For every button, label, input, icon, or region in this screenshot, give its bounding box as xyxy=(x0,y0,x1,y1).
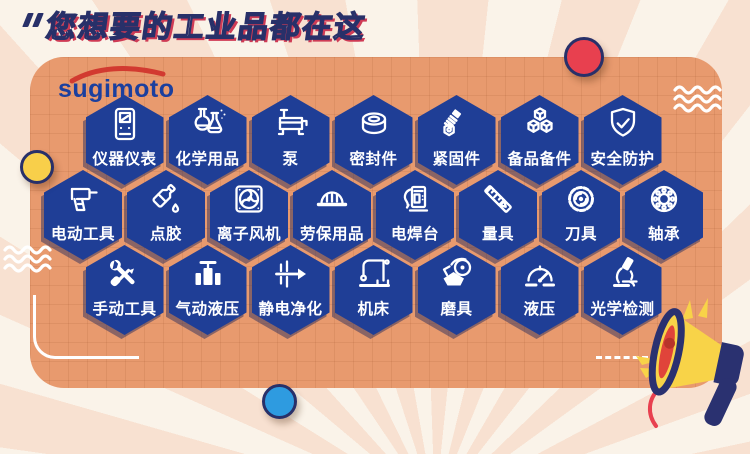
hexagon-shape: 安全防护 xyxy=(583,95,662,185)
hexagon-shape: 量具 xyxy=(459,170,537,260)
hexagon-shape: 离子风机 xyxy=(210,170,288,260)
hexagon-shape: 电动工具 xyxy=(44,170,122,260)
hexagon-shape: 紧固件 xyxy=(417,95,496,185)
category-label: 电动工具 xyxy=(50,226,116,243)
static-purifier-icon xyxy=(274,260,306,288)
category-label: 紧固件 xyxy=(432,151,481,168)
category-hex-grid: 仪器仪表 化学用品 泵 密封件 紧固件 备品备件 安全防护电动工具 点胶 离子风机 劳保用品 电焊台… xyxy=(30,57,722,388)
category-label: 液压 xyxy=(523,301,556,318)
category-label: 密封件 xyxy=(349,151,398,168)
hexagon-shape: 仪器仪表 xyxy=(85,95,164,185)
hard-hat-icon xyxy=(316,191,348,207)
hexagon-shape: 点胶 xyxy=(127,170,205,260)
category-label: 静电净化 xyxy=(258,301,323,318)
blue-dot xyxy=(262,384,297,419)
hexagon-shape: 劳保用品 xyxy=(293,170,371,260)
chemistry-flasks-icon xyxy=(194,107,225,134)
category-label: 磨具 xyxy=(440,301,473,318)
quote-mark-icon xyxy=(22,13,44,27)
wave-lines-icon xyxy=(673,85,722,113)
hexagon-shape: 磨具 xyxy=(417,245,496,335)
category-label: 光学检测 xyxy=(590,301,655,318)
logo-swoosh-icon xyxy=(69,66,166,84)
banner-title: 您想要的工业品都在这 xyxy=(43,10,369,44)
pump-icon xyxy=(277,108,308,136)
hexagon-shape: 电焊台 xyxy=(376,170,454,260)
category-label: 刀具 xyxy=(564,226,598,243)
category-label: 劳保用品 xyxy=(299,226,365,243)
hexagon-shape: 化学用品 xyxy=(168,95,247,185)
megaphone-icon xyxy=(648,308,744,426)
pressure-gauge-icon xyxy=(524,265,555,287)
ion-fan-icon xyxy=(235,185,263,213)
saw-blade-icon xyxy=(568,186,594,212)
glue-dispensing-icon xyxy=(152,183,180,213)
hand-tools-icon xyxy=(109,259,135,287)
shield-check-icon xyxy=(610,107,635,137)
welding-station-icon xyxy=(403,185,429,212)
category-label: 气动液压 xyxy=(175,301,240,318)
machine-tool-icon xyxy=(358,259,390,287)
red-dot xyxy=(564,37,604,77)
promo-card: sugimoto 仪器仪表 化学用品 泵 密封件 紧固件 备品备件 安全防护电动工具 点胶 离子… xyxy=(30,57,722,388)
category-label: 化学用品 xyxy=(175,151,240,168)
category-label: 备品备件 xyxy=(507,151,572,168)
hexagon-shape: 密封件 xyxy=(334,95,413,185)
bearing-icon xyxy=(650,185,678,213)
instrument-meter-icon xyxy=(114,107,135,141)
wave-lines-icon xyxy=(3,245,52,273)
spark-rays-icon xyxy=(682,298,708,320)
hexagon-shape: 泵 xyxy=(251,95,330,185)
hexagon-shape: 刀具 xyxy=(542,170,620,260)
category-label: 点胶 xyxy=(149,226,183,243)
microscope-icon xyxy=(612,257,638,287)
category-label: 机床 xyxy=(357,301,390,318)
hexagon-shape: 静电净化 xyxy=(251,245,330,335)
seal-ring-icon xyxy=(361,112,386,135)
dashed-line xyxy=(596,356,648,359)
yellow-dot xyxy=(20,150,54,184)
electric-drill-icon xyxy=(70,187,98,212)
spare-parts-cubes-icon xyxy=(526,107,553,133)
measuring-tools-icon xyxy=(484,185,512,213)
grinder-icon xyxy=(442,257,471,286)
category-label: 轴承 xyxy=(647,226,681,243)
category-label: 量具 xyxy=(481,226,515,243)
category-label: 电焊台 xyxy=(390,226,440,243)
corner-line xyxy=(33,295,139,359)
hexagon-shape: 气动液压 xyxy=(168,245,247,335)
pneumatic-valve-icon xyxy=(195,261,220,285)
category-label: 安全防护 xyxy=(590,151,655,168)
hexagon-shape: 备品备件 xyxy=(500,95,579,185)
bolt-nut-icon xyxy=(442,109,461,137)
hexagon-shape: 光学检测 xyxy=(583,245,662,335)
sugimoto-logo: sugimoto xyxy=(58,66,175,104)
category-label: 仪器仪表 xyxy=(92,151,157,168)
category-label: 离子风机 xyxy=(216,226,282,243)
hexagon-shape: 液压 xyxy=(500,245,579,335)
hexagon-shape: 机床 xyxy=(334,245,413,335)
category-label: 泵 xyxy=(282,151,299,168)
hexagon-shape: 轴承 xyxy=(625,170,703,260)
